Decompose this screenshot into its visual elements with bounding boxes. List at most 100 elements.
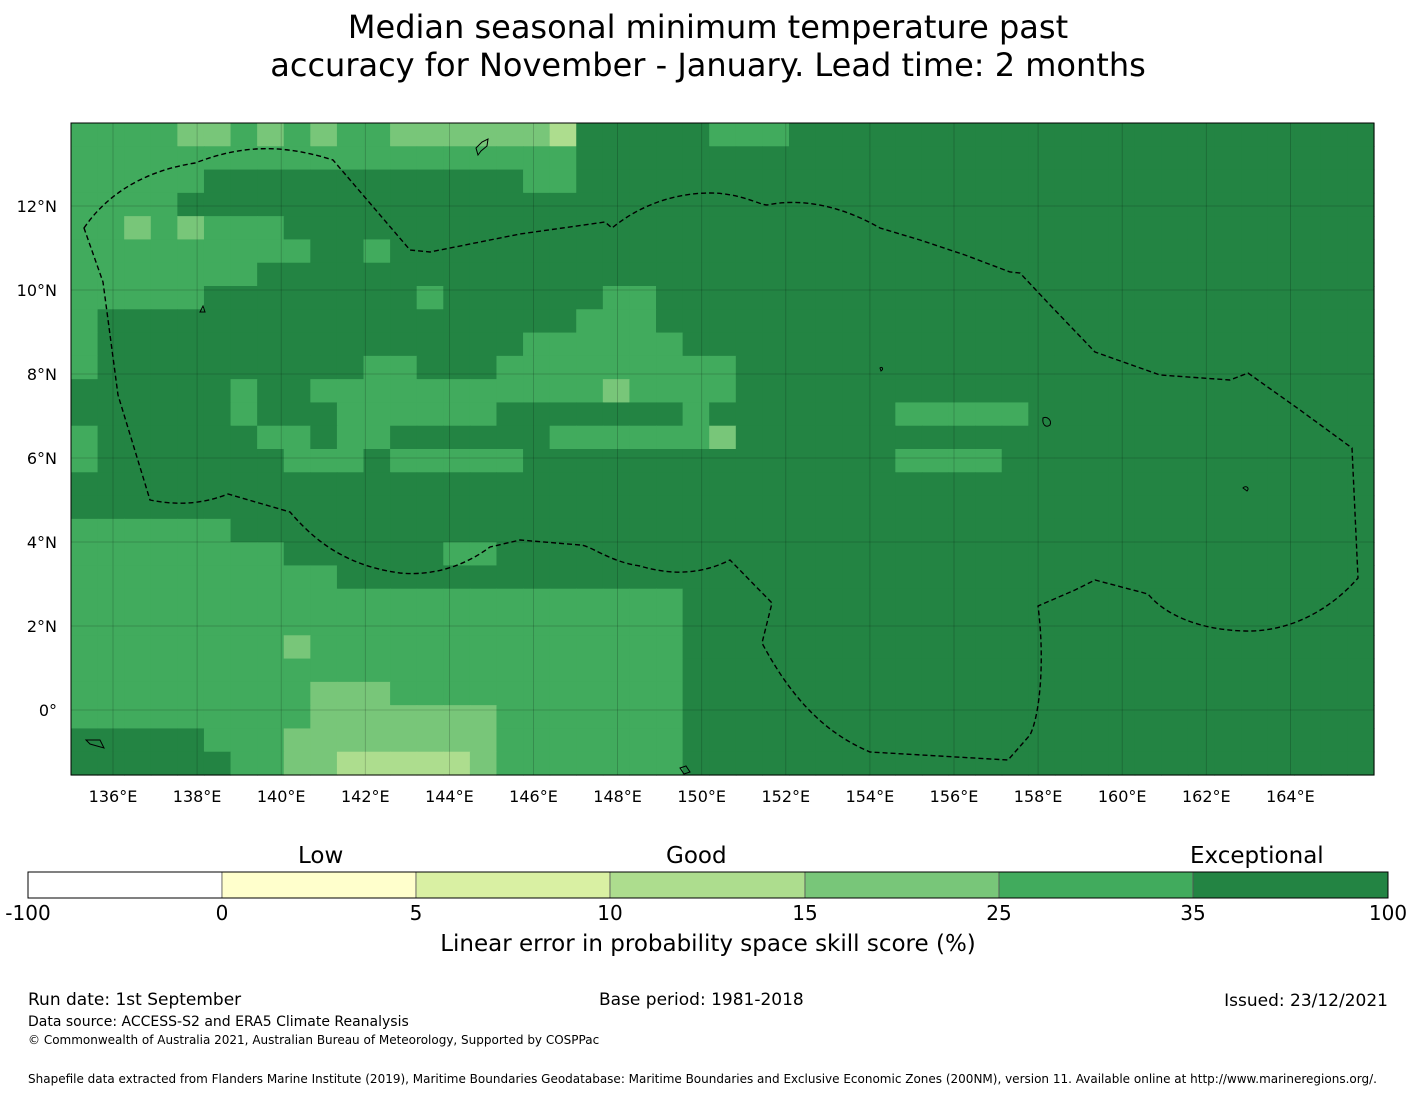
grid-cell xyxy=(1267,681,1295,706)
grid-cell xyxy=(735,309,763,334)
grid-cell xyxy=(336,495,365,520)
grid-cell xyxy=(1214,402,1242,427)
grid-cell xyxy=(124,542,152,567)
grid-cell xyxy=(177,355,205,380)
map-title-line-2: accuracy for November - January. Lead ti… xyxy=(270,46,1146,84)
grid-cell xyxy=(1187,169,1216,194)
latitude-ticks: 12°N 10°N 8°N 6°N 4°N 2°N 0° xyxy=(17,197,57,720)
grid-cell xyxy=(1081,728,1109,753)
grid-cell xyxy=(203,262,232,287)
grid-cell xyxy=(975,146,1003,171)
grid-cell xyxy=(1241,169,1269,194)
grid-cell xyxy=(97,425,125,450)
grid-cell xyxy=(1054,728,1083,753)
grid-cell xyxy=(1241,612,1269,636)
grid-cell xyxy=(496,472,524,497)
grid-cell xyxy=(1028,751,1056,776)
grid-cell xyxy=(416,332,444,357)
grid-cell xyxy=(1347,425,1375,450)
grid-cell xyxy=(815,658,843,683)
grid-cell xyxy=(948,216,976,241)
grid-cell xyxy=(469,751,498,776)
grid-cell xyxy=(1241,146,1269,171)
grid-cell xyxy=(1028,309,1056,334)
grid-cell xyxy=(868,239,896,264)
grid-cell xyxy=(203,635,232,660)
skill-score-grid xyxy=(71,123,1375,776)
grid-cell xyxy=(124,286,152,310)
grid-cell xyxy=(1028,472,1056,497)
grid-cell xyxy=(1054,379,1083,404)
grid-cell xyxy=(496,262,524,287)
grid-cell xyxy=(735,123,763,147)
grid-cell xyxy=(975,239,1003,264)
grid-cell xyxy=(203,658,232,683)
grid-cell xyxy=(709,681,737,706)
island-guam xyxy=(475,138,489,157)
grid-cell xyxy=(283,565,311,590)
grid-cell xyxy=(97,216,125,241)
grid-cell xyxy=(177,379,205,404)
grid-cell xyxy=(656,728,684,753)
grid-cell xyxy=(576,216,604,241)
grid-cell xyxy=(283,588,311,613)
grid-cell xyxy=(1134,681,1162,706)
grid-cell xyxy=(496,192,524,217)
grid-cell xyxy=(656,123,684,147)
grid-cell xyxy=(523,751,551,776)
grid-cell xyxy=(762,216,790,241)
grid-cell xyxy=(1187,472,1216,497)
grid-cell xyxy=(682,402,710,427)
grid-cell xyxy=(1001,332,1029,357)
grid-cell xyxy=(1320,379,1349,404)
grid-cell xyxy=(257,192,285,217)
grid-cell xyxy=(656,309,684,334)
grid-cell xyxy=(257,216,285,241)
grid-cell xyxy=(97,472,125,497)
grid-cell xyxy=(390,169,418,194)
grid-cell xyxy=(762,355,790,380)
grid-cell xyxy=(656,332,684,357)
grid-cell xyxy=(1028,262,1056,287)
grid-cell xyxy=(762,588,790,613)
grid-cell xyxy=(1108,355,1136,380)
grid-cell xyxy=(1347,309,1375,334)
grid-cell xyxy=(1161,402,1189,427)
grid-cell xyxy=(629,449,657,473)
grid-cell xyxy=(1001,449,1029,473)
grid-cell xyxy=(1187,588,1216,613)
grid-cell xyxy=(735,751,763,776)
grid-cell xyxy=(576,169,604,194)
grid-cell xyxy=(150,751,178,776)
grid-cell xyxy=(656,751,684,776)
grid-cell xyxy=(656,449,684,473)
grid-cell xyxy=(602,681,631,706)
grid-cell xyxy=(177,146,205,171)
grid-cell xyxy=(815,542,843,567)
grid-cell xyxy=(1187,495,1216,520)
grid-cell xyxy=(682,705,710,730)
grid-cell xyxy=(1320,286,1349,310)
grid-cell xyxy=(177,728,205,753)
grid-cell xyxy=(496,239,524,264)
longitude-tick-label: 138°E xyxy=(173,787,222,806)
grid-cell xyxy=(735,565,763,590)
grid-cell xyxy=(443,449,471,473)
grid-cell xyxy=(1187,565,1216,590)
grid-cell xyxy=(788,542,817,567)
grid-cell xyxy=(1161,309,1189,334)
longitude-tick-label: 150°E xyxy=(677,787,726,806)
grid-cell xyxy=(1267,472,1295,497)
grid-cell xyxy=(363,472,391,497)
grid-cell xyxy=(1054,309,1083,334)
grid-cell xyxy=(1214,309,1242,334)
grid-cell xyxy=(496,751,524,776)
island-chuuk xyxy=(1042,417,1051,427)
grid-cell xyxy=(97,658,125,683)
grid-cell xyxy=(948,332,976,357)
grid-cell xyxy=(682,355,710,380)
grid-cell xyxy=(1347,239,1375,264)
grid-cell xyxy=(709,355,737,380)
grid-cell xyxy=(1108,286,1136,310)
grid-cell xyxy=(1134,518,1162,543)
